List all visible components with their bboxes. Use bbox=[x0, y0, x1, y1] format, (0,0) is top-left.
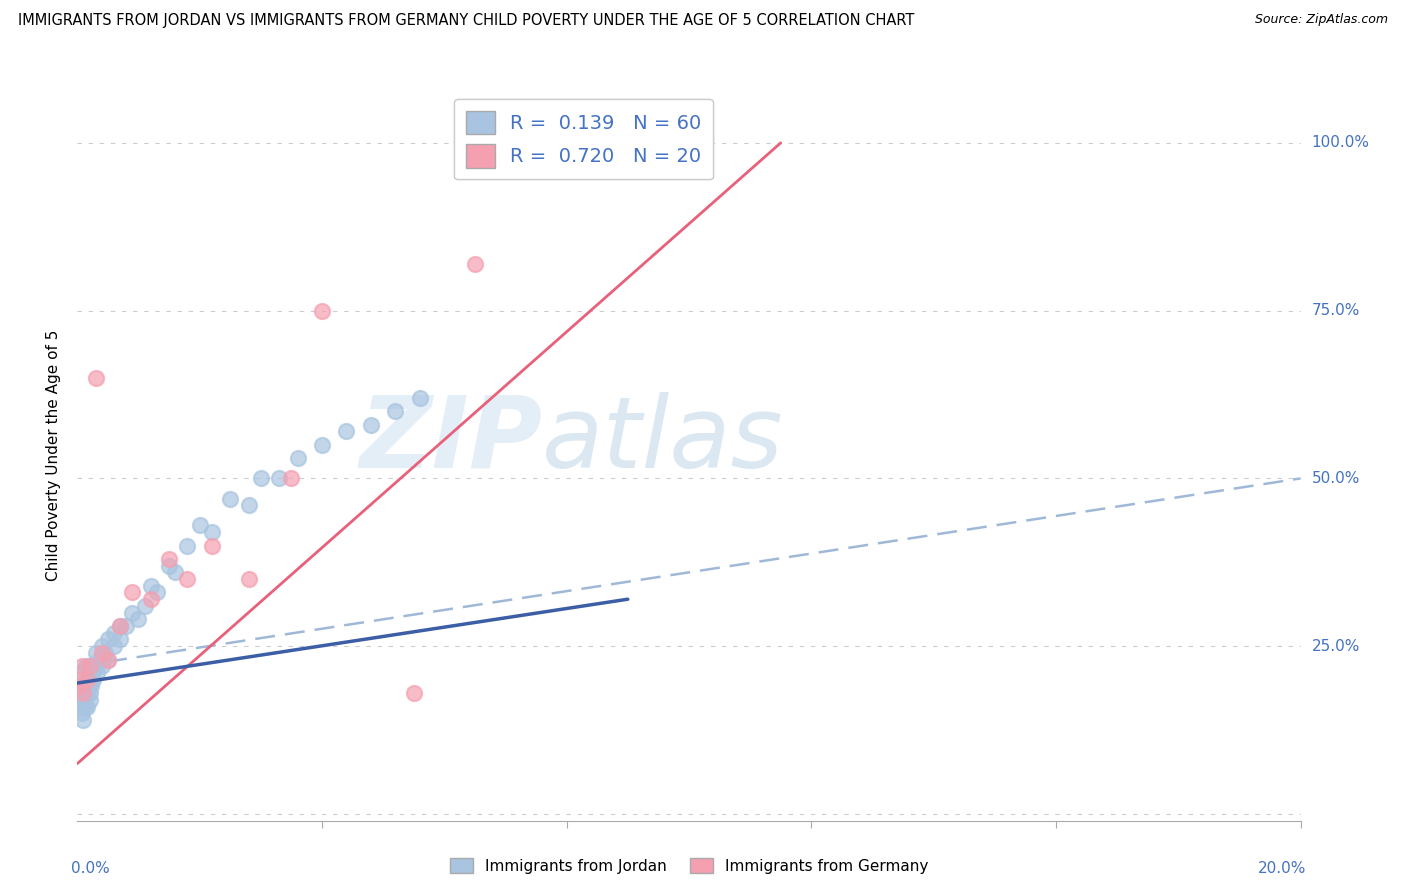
Point bbox=[84, 646, 107, 660]
Point bbox=[280, 471, 302, 485]
Point bbox=[127, 612, 149, 626]
Point bbox=[139, 579, 162, 593]
Point bbox=[70, 706, 93, 721]
Point bbox=[76, 673, 98, 687]
Point bbox=[76, 699, 98, 714]
Legend: Immigrants from Jordan, Immigrants from Germany: Immigrants from Jordan, Immigrants from … bbox=[444, 852, 934, 880]
Point bbox=[79, 693, 101, 707]
Text: 20.0%: 20.0% bbox=[1258, 861, 1306, 876]
Point bbox=[79, 659, 101, 673]
Text: ZIP: ZIP bbox=[359, 392, 543, 489]
Point bbox=[201, 525, 224, 540]
Point bbox=[103, 639, 125, 653]
Point bbox=[67, 680, 90, 694]
Point bbox=[108, 619, 131, 633]
Point bbox=[67, 680, 90, 694]
Text: 75.0%: 75.0% bbox=[1312, 303, 1360, 318]
Point bbox=[69, 693, 91, 707]
Point bbox=[188, 518, 211, 533]
Point bbox=[75, 659, 97, 673]
Point bbox=[409, 391, 432, 405]
Point bbox=[335, 425, 357, 439]
Point bbox=[311, 438, 333, 452]
Point bbox=[80, 665, 103, 680]
Point bbox=[82, 659, 104, 673]
Point bbox=[238, 572, 260, 586]
Point bbox=[69, 673, 91, 687]
Point bbox=[84, 370, 107, 384]
Legend: R =  0.139   N = 60, R =  0.720   N = 20: R = 0.139 N = 60, R = 0.720 N = 20 bbox=[454, 99, 713, 179]
Point bbox=[360, 417, 382, 432]
Point bbox=[97, 652, 120, 666]
Point bbox=[70, 659, 93, 673]
Point bbox=[72, 680, 94, 694]
Point bbox=[165, 566, 187, 580]
Point bbox=[86, 665, 108, 680]
Point bbox=[250, 471, 273, 485]
Point bbox=[157, 558, 180, 573]
Point bbox=[75, 686, 97, 700]
Text: IMMIGRANTS FROM JORDAN VS IMMIGRANTS FROM GERMANY CHILD POVERTY UNDER THE AGE OF: IMMIGRANTS FROM JORDAN VS IMMIGRANTS FRO… bbox=[18, 13, 915, 29]
Point bbox=[139, 592, 162, 607]
Point bbox=[84, 659, 107, 673]
Point bbox=[219, 491, 242, 506]
Point bbox=[103, 625, 125, 640]
Point bbox=[90, 659, 112, 673]
Point bbox=[115, 619, 138, 633]
Point bbox=[97, 632, 120, 647]
Text: 25.0%: 25.0% bbox=[1312, 639, 1360, 654]
Point bbox=[77, 680, 100, 694]
Point bbox=[82, 673, 104, 687]
Point bbox=[464, 257, 486, 271]
Point bbox=[70, 699, 93, 714]
Point bbox=[90, 639, 112, 653]
Point bbox=[134, 599, 156, 613]
Point bbox=[157, 552, 180, 566]
Point bbox=[80, 680, 103, 694]
Point bbox=[287, 451, 309, 466]
Point bbox=[70, 686, 93, 700]
Point bbox=[108, 619, 131, 633]
Point bbox=[94, 646, 117, 660]
Point bbox=[238, 498, 260, 512]
Point bbox=[108, 632, 131, 647]
Point bbox=[79, 659, 101, 673]
Point bbox=[146, 585, 169, 599]
Point bbox=[72, 693, 94, 707]
Point bbox=[72, 713, 94, 727]
Y-axis label: Child Poverty Under the Age of 5: Child Poverty Under the Age of 5 bbox=[46, 329, 62, 581]
Point bbox=[201, 539, 224, 553]
Text: 0.0%: 0.0% bbox=[72, 861, 110, 876]
Point bbox=[76, 673, 98, 687]
Point bbox=[121, 606, 143, 620]
Point bbox=[79, 686, 101, 700]
Point bbox=[76, 686, 98, 700]
Point bbox=[121, 585, 143, 599]
Text: 100.0%: 100.0% bbox=[1312, 136, 1369, 151]
Point bbox=[72, 665, 94, 680]
Point bbox=[311, 303, 333, 318]
Point bbox=[176, 539, 198, 553]
Point bbox=[384, 404, 406, 418]
Point bbox=[97, 652, 120, 666]
Point bbox=[176, 572, 198, 586]
Text: Source: ZipAtlas.com: Source: ZipAtlas.com bbox=[1254, 13, 1388, 27]
Text: 50.0%: 50.0% bbox=[1312, 471, 1360, 486]
Point bbox=[90, 646, 112, 660]
Text: atlas: atlas bbox=[543, 392, 783, 489]
Point bbox=[80, 673, 103, 687]
Point bbox=[72, 686, 94, 700]
Point bbox=[76, 673, 98, 687]
Point bbox=[73, 699, 96, 714]
Point bbox=[269, 471, 291, 485]
Point bbox=[87, 652, 110, 666]
Point bbox=[402, 686, 425, 700]
Point bbox=[77, 665, 100, 680]
